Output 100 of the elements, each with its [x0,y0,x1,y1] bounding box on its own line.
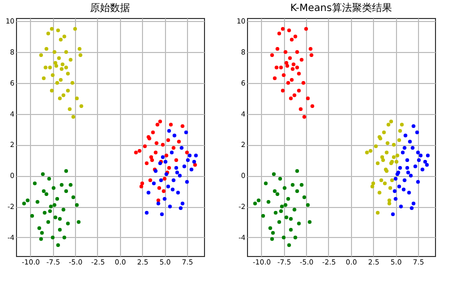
point [48,66,52,70]
point [75,96,79,100]
point [292,93,296,98]
point [392,155,396,159]
point [70,81,74,85]
point [426,154,430,158]
point [71,115,76,119]
point [42,76,46,80]
point [392,142,396,147]
point [58,38,63,42]
point [164,160,168,164]
point [302,115,306,119]
point [188,154,192,158]
point [256,198,261,202]
point [306,203,310,207]
point [382,130,386,134]
point [54,60,58,65]
point [397,138,402,142]
point [66,88,70,93]
point [282,186,286,190]
point [423,160,428,164]
point [162,196,166,201]
point [160,212,164,216]
point [172,146,176,150]
point [140,181,144,186]
point [177,140,181,144]
point [154,141,158,146]
point [52,186,56,190]
point [176,190,180,195]
point [407,190,411,195]
point [297,88,301,93]
point [139,184,144,188]
point [308,47,312,51]
point [310,53,314,57]
point [295,50,300,54]
point [170,188,175,192]
point [425,162,429,167]
point [398,166,402,170]
point [288,96,293,100]
point [26,198,30,202]
point [172,134,176,138]
point [284,60,288,65]
point [253,202,257,206]
point [293,34,298,38]
point [57,56,61,60]
point [268,226,272,230]
point [162,189,166,193]
point [68,107,72,112]
point [30,214,34,218]
point [166,138,170,142]
point [272,189,277,193]
point [46,220,50,224]
point [290,67,295,71]
point [378,190,382,195]
point [172,178,176,182]
point [310,104,314,108]
point [164,154,168,158]
point [365,150,369,154]
point [194,154,198,158]
point [380,155,384,159]
point [58,228,62,232]
point [66,222,70,226]
point [138,149,142,153]
point [266,200,270,204]
point [399,204,403,208]
point [146,190,150,195]
point [49,204,53,208]
point [274,66,278,70]
point [386,141,390,146]
point [368,149,372,153]
point [62,208,66,212]
point [408,174,413,178]
point [396,154,400,158]
point [387,198,392,202]
point [60,67,64,71]
point [400,122,404,127]
point [175,170,180,174]
point [287,28,291,32]
point [284,50,288,54]
point [288,56,292,60]
point [394,160,398,164]
point [278,176,282,181]
point [397,184,402,188]
point [40,230,44,235]
point [394,196,398,201]
point [292,62,296,66]
point [290,183,295,187]
point [402,178,406,182]
point [40,172,45,176]
point [295,189,300,193]
point [62,236,66,240]
point [270,53,274,57]
point [184,130,188,134]
point [282,236,286,240]
point [408,140,412,144]
point [37,226,42,230]
point [404,134,408,138]
point [50,26,54,31]
point [79,104,84,108]
point [192,160,196,164]
